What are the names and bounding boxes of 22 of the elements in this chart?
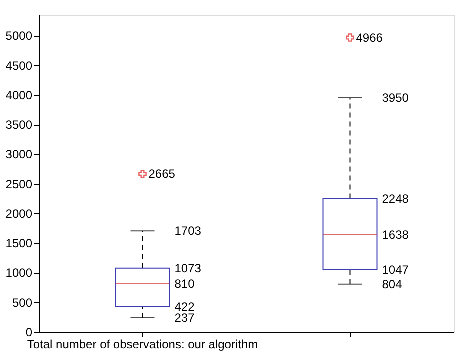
annotation: 4966	[356, 30, 384, 45]
x-tick-label: Total number of observations: our algorithm	[27, 338, 258, 352]
annotation: 1638	[382, 228, 410, 242]
y-tick-label: 5000	[6, 29, 33, 44]
y-tick-label: 4000	[6, 88, 33, 102]
y-tick-label: 3500	[6, 118, 33, 132]
annotation: 1703	[174, 224, 202, 238]
y-tick-label: 4500	[6, 58, 33, 73]
y-tick-label: 2500	[6, 177, 33, 192]
annotation: 2665	[148, 167, 176, 182]
y-tick-label: 2000	[6, 206, 33, 221]
y-tick-label: 0	[26, 326, 33, 340]
annotation: 804	[382, 277, 403, 292]
annotation: 1073	[174, 261, 202, 276]
y-tick-label: 1500	[6, 236, 33, 251]
y-tick-label: 1000	[6, 266, 33, 280]
y-tick-label: 500	[12, 296, 33, 310]
annotation: 810	[174, 277, 196, 292]
y-tick-label: 3000	[6, 148, 33, 162]
annotation: 3950	[382, 90, 410, 105]
annotation: 2248	[382, 192, 410, 206]
annotation: 1047	[382, 262, 410, 277]
